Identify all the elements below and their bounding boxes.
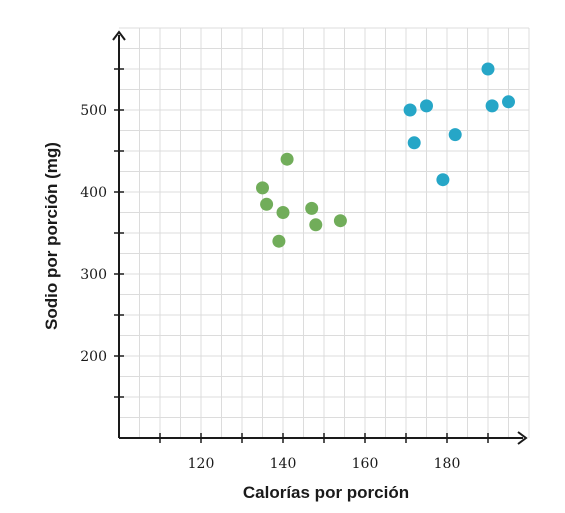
y-tick-label: 500 (80, 103, 107, 119)
data-point (436, 173, 450, 187)
data-point (485, 99, 499, 113)
x-axis-arrow-icon (517, 431, 528, 445)
x-tick-label: 140 (270, 456, 297, 472)
y-tick-label: 400 (80, 185, 107, 201)
data-point (333, 214, 347, 228)
data-point (260, 197, 274, 211)
data-point (481, 62, 495, 76)
data-point (420, 99, 433, 113)
data-points (256, 62, 515, 248)
grid (119, 27, 530, 438)
data-point (305, 201, 319, 215)
y-tick-label: 300 (80, 267, 107, 283)
y-axis-title: Sodio por porción (mg) (42, 142, 61, 330)
tick-labels: 120 140 160 180 200 300 400 500 (80, 103, 460, 472)
data-point (403, 103, 417, 117)
data-point (256, 181, 269, 195)
data-point (448, 128, 462, 142)
ticks (114, 68, 489, 443)
y-axis-arrow-icon (112, 30, 126, 41)
x-tick-label: 160 (352, 456, 379, 472)
data-point (280, 152, 294, 166)
data-point (276, 206, 290, 219)
axes (112, 30, 528, 445)
x-axis-title: Calorías por porción (243, 483, 409, 502)
data-point (309, 218, 323, 232)
x-tick-label: 120 (188, 456, 215, 472)
data-point (407, 136, 421, 150)
x-tick-label: 180 (434, 456, 461, 472)
data-point (272, 234, 286, 248)
data-point (502, 95, 515, 109)
y-tick-label: 200 (80, 349, 107, 365)
